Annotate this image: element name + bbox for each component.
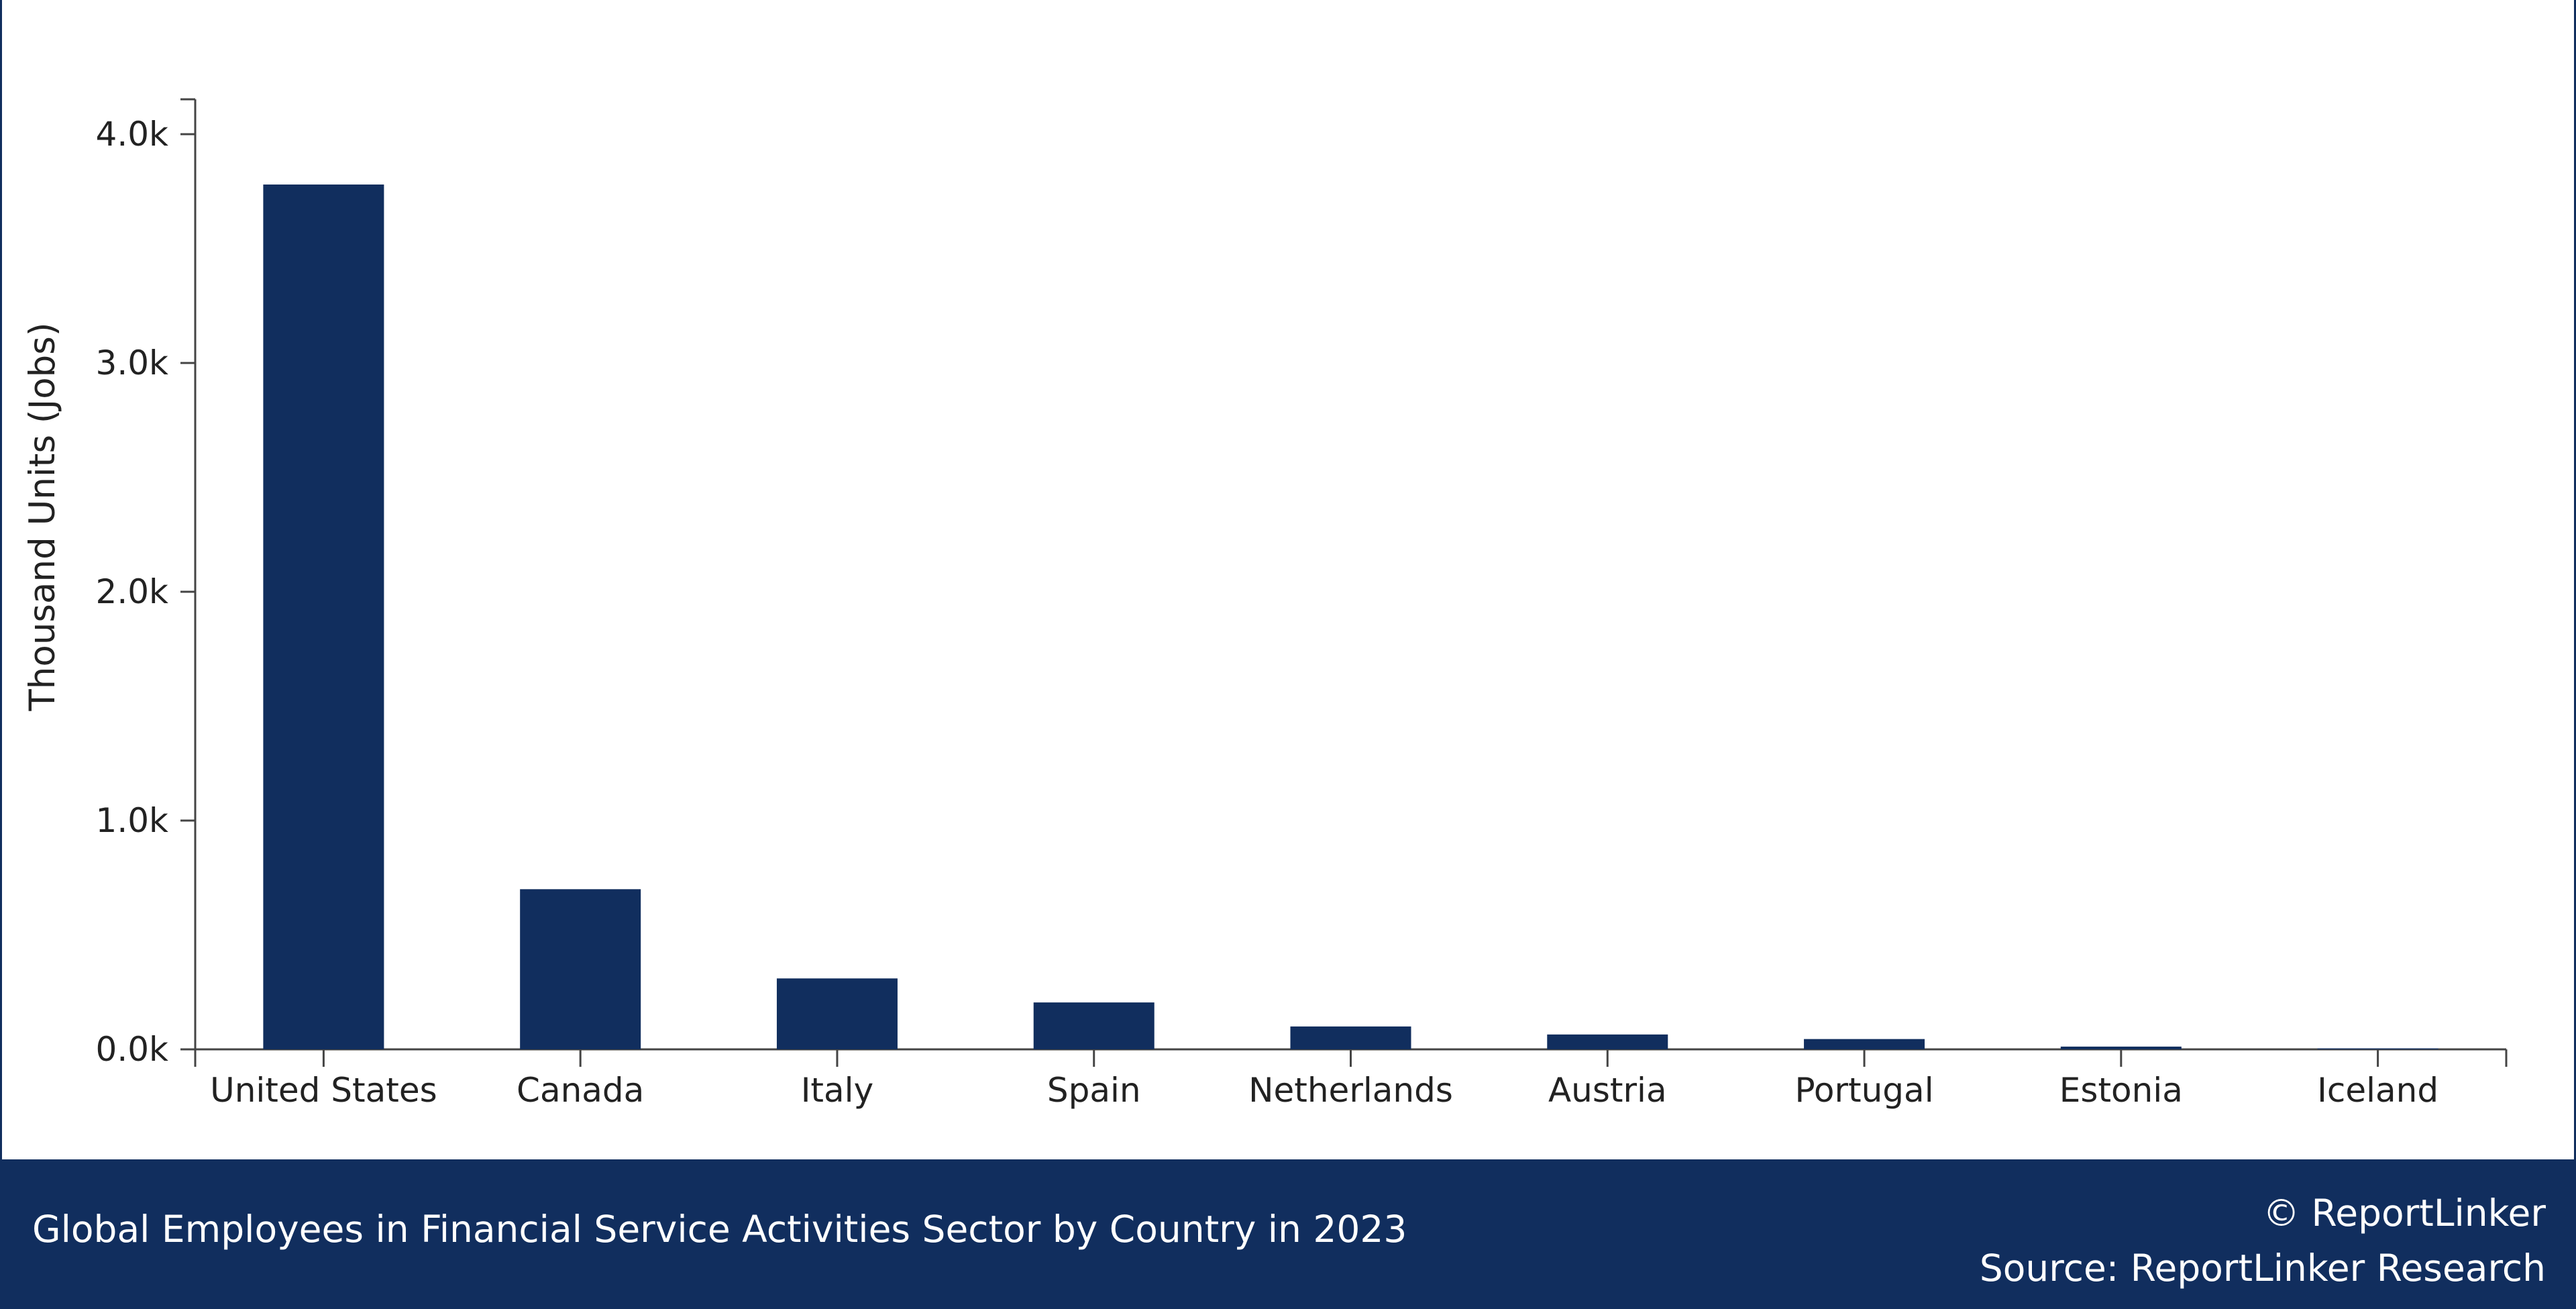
x-tick-label: Estonia xyxy=(2059,1071,2183,1110)
chart-caption: Global Employees in Financial Service Ac… xyxy=(32,1208,1407,1251)
source-text: Source: ReportLinker Research xyxy=(1979,1247,2546,1290)
bar xyxy=(1290,1026,1411,1049)
x-tick-label: United States xyxy=(210,1071,437,1110)
x-tick-label: Iceland xyxy=(2317,1071,2438,1110)
bar xyxy=(520,889,641,1049)
footer-bar: Global Employees in Financial Service Ac… xyxy=(2,1159,2576,1309)
y-axis: 0.0k 1.0k 2.0k 3.0k 4.0k xyxy=(96,98,197,1069)
bar xyxy=(2060,1046,2182,1049)
y-tick-label: 0.0k xyxy=(96,1030,169,1069)
x-tick-label: Spain xyxy=(1047,1071,1141,1110)
copyright-text: © ReportLinker xyxy=(2263,1192,2546,1235)
bar xyxy=(776,978,898,1049)
bars xyxy=(263,185,2438,1049)
y-tick-label: 2.0k xyxy=(96,572,169,611)
bar xyxy=(1804,1039,1925,1049)
x-tick-label: Portugal xyxy=(1795,1071,1934,1110)
x-tick-label: Canada xyxy=(517,1071,644,1110)
x-tick-label: Austria xyxy=(1548,1071,1667,1110)
x-tick-label: Netherlands xyxy=(1248,1071,1453,1110)
bar xyxy=(263,185,384,1049)
y-tick-label: 1.0k xyxy=(96,801,169,840)
x-tick-label: Italy xyxy=(801,1071,873,1110)
y-tick-label: 4.0k xyxy=(96,115,169,154)
bar xyxy=(1033,1002,1155,1049)
y-tick-label: 3.0k xyxy=(96,344,169,382)
bar xyxy=(1547,1034,1668,1049)
y-axis-title: Thousand Units (Jobs) xyxy=(22,322,63,711)
x-axis: United States Canada Italy Spain Netherlands… xyxy=(194,1048,2508,1110)
bar-chart: 0.0k 1.0k 2.0k 3.0k 4.0k United States Canada… xyxy=(22,98,2508,1110)
